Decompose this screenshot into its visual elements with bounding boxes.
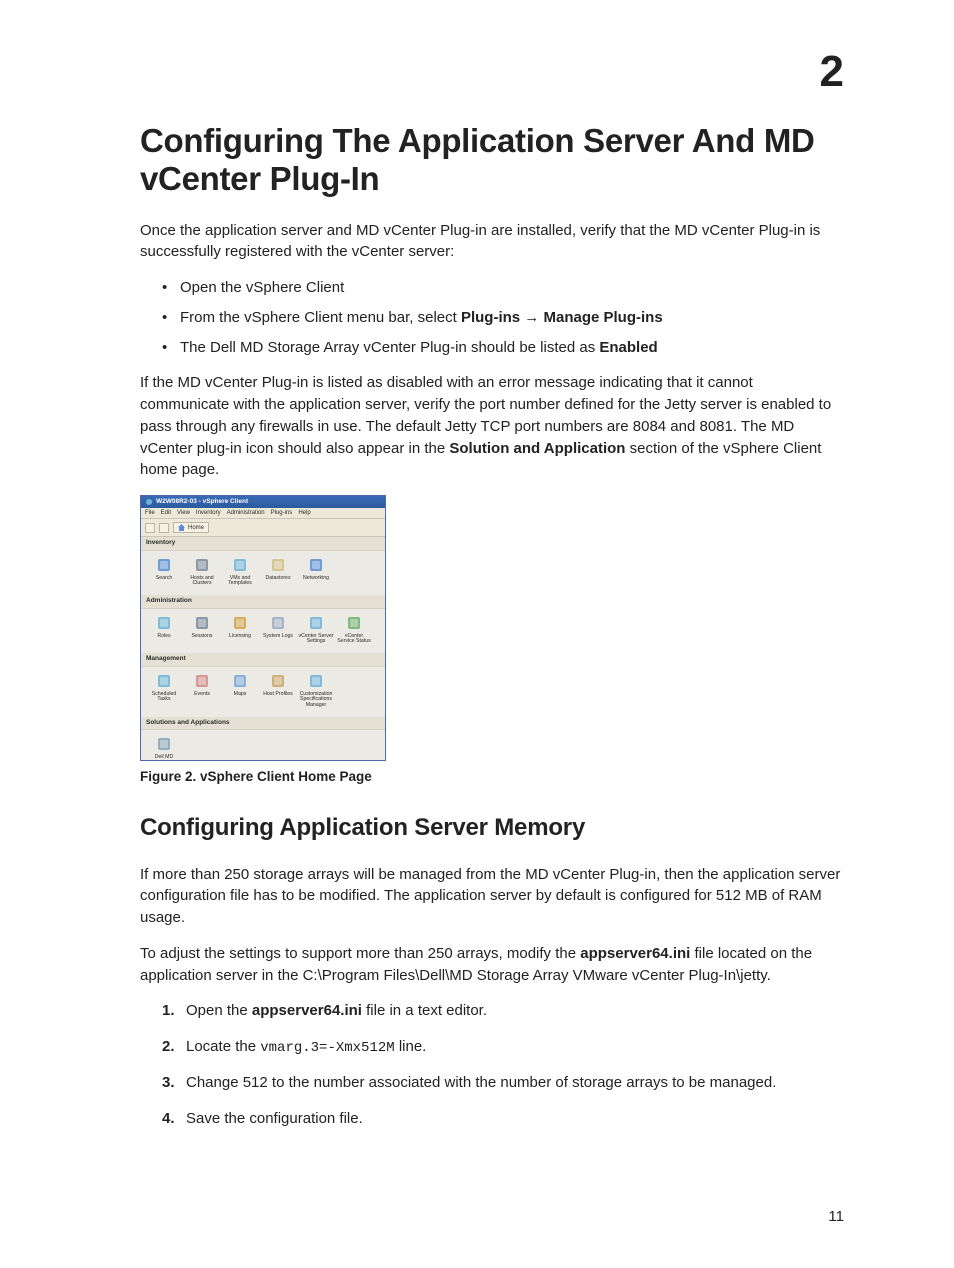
- administration-label: vCenter Server Settings: [298, 634, 334, 645]
- list-item: The Dell MD Storage Array vCenter Plug-i…: [162, 337, 844, 359]
- code-snippet: vmarg.3=-Xmx512M: [260, 1040, 394, 1056]
- administration-icon: [232, 615, 248, 631]
- inventory-item[interactable]: Networking: [298, 557, 334, 587]
- menu-help[interactable]: Help: [298, 510, 310, 516]
- inventory-item[interactable]: VMs and Templates: [222, 557, 258, 587]
- management-icon: [156, 673, 172, 689]
- management-item[interactable]: Scheduled Tasks: [146, 673, 182, 709]
- verify-steps-list: Open the vSphere Client From the vSphere…: [162, 277, 844, 358]
- toolbar: Home: [141, 519, 385, 537]
- home-breadcrumb[interactable]: Home: [173, 522, 209, 533]
- solutions-label: Dell MD Storage Array vCenter Plug-in: [146, 755, 182, 761]
- menu-bar: File Edit View Inventory Administration …: [141, 508, 385, 519]
- figure-vsphere-home: W2W08R2-03 - vSphere Client File Edit Vi…: [140, 495, 386, 787]
- administration-item[interactable]: Roles: [146, 615, 182, 645]
- section-management-header: Management: [141, 653, 385, 667]
- nav-fwd-button[interactable]: [159, 523, 169, 533]
- administration-label: Licensing: [229, 634, 251, 640]
- management-label: Events: [194, 692, 210, 698]
- window-title-text: W2W08R2-03 - vSphere Client: [156, 499, 248, 506]
- page-number: 11: [828, 1206, 844, 1228]
- section-administration-body: Roles Sessions Licensing System Logs vCenter…: [141, 609, 385, 653]
- administration-label: System Logs: [263, 634, 293, 640]
- page-title: Configuring The Application Server And M…: [140, 122, 844, 198]
- menu-plugins[interactable]: Plug-ins: [271, 510, 293, 516]
- section-management-body: Scheduled Tasks Events Maps Host Profiles Cu…: [141, 667, 385, 717]
- menu-edit[interactable]: Edit: [161, 510, 171, 516]
- management-label: Maps: [234, 692, 247, 698]
- memory-paragraph-1: If more than 250 storage arrays will be …: [140, 864, 844, 929]
- administration-icon: [270, 615, 286, 631]
- step-item: Locate the vmarg.3=-Xmx512M line.: [162, 1036, 844, 1058]
- config-steps-list: Open the appserver64.ini file in a text …: [162, 1000, 844, 1130]
- subsection-title: Configuring Application Server Memory: [140, 811, 844, 846]
- administration-item[interactable]: vCenter Server Settings: [298, 615, 334, 645]
- vsphere-window: W2W08R2-03 - vSphere Client File Edit Vi…: [140, 495, 386, 761]
- administration-label: vCenter Service Status: [336, 634, 372, 645]
- management-label: Customization Specifications Manager: [298, 692, 334, 709]
- inventory-icon: [232, 557, 248, 573]
- intro-paragraph: Once the application server and MD vCent…: [140, 220, 844, 264]
- inventory-item[interactable]: Hosts and Clusters: [184, 557, 220, 587]
- administration-icon: [194, 615, 210, 631]
- section-inventory-body: Search Hosts and ClustersVMs and Template…: [141, 551, 385, 595]
- app-icon: [145, 498, 153, 506]
- management-icon: [270, 673, 286, 689]
- inventory-label: Networking: [303, 576, 329, 582]
- administration-icon: [308, 615, 324, 631]
- inventory-icon: [270, 557, 286, 573]
- inventory-icon: [194, 557, 210, 573]
- list-item: From the vSphere Client menu bar, select…: [162, 307, 844, 329]
- administration-label: Sessions: [191, 634, 212, 640]
- management-icon: [232, 673, 248, 689]
- inventory-item[interactable]: Search: [146, 557, 182, 587]
- inventory-item[interactable]: Datastores: [260, 557, 296, 587]
- management-item[interactable]: Host Profiles: [260, 673, 296, 709]
- list-item: Open the vSphere Client: [162, 277, 844, 299]
- memory-paragraph-2: To adjust the settings to support more t…: [140, 943, 844, 987]
- management-item[interactable]: Customization Specifications Manager: [298, 673, 334, 709]
- troubleshoot-paragraph: If the MD vCenter Plug-in is listed as d…: [140, 372, 844, 481]
- menu-inventory[interactable]: Inventory: [196, 510, 221, 516]
- management-label: Host Profiles: [263, 692, 292, 698]
- inventory-icon: [308, 557, 324, 573]
- step-item: Change 512 to the number associated with…: [162, 1072, 844, 1094]
- menu-administration[interactable]: Administration: [227, 510, 265, 516]
- administration-icon: [156, 615, 172, 631]
- section-solutions-body: Dell MD Storage Array vCenter Plug-in: [141, 730, 385, 761]
- home-label: Home: [188, 525, 204, 531]
- menu-view[interactable]: View: [177, 510, 190, 516]
- management-icon: [194, 673, 210, 689]
- solutions-item[interactable]: Dell MD Storage Array vCenter Plug-in: [146, 736, 182, 761]
- inventory-icon: [156, 557, 172, 573]
- solutions-icon: [156, 736, 172, 752]
- inventory-label: Hosts and Clusters: [184, 576, 220, 587]
- management-label: Scheduled Tasks: [146, 692, 182, 703]
- figure-caption: Figure 2. vSphere Client Home Page: [140, 767, 386, 787]
- section-solutions-header: Solutions and Applications: [141, 717, 385, 731]
- administration-item[interactable]: Sessions: [184, 615, 220, 645]
- home-icon: [178, 524, 185, 531]
- step-item: Open the appserver64.ini file in a text …: [162, 1000, 844, 1022]
- administration-item[interactable]: vCenter Service Status: [336, 615, 372, 645]
- inventory-label: Datastores: [265, 576, 290, 582]
- window-title-bar: W2W08R2-03 - vSphere Client: [141, 496, 385, 508]
- menu-file[interactable]: File: [145, 510, 155, 516]
- chapter-number: 2: [140, 40, 844, 104]
- management-item[interactable]: Maps: [222, 673, 258, 709]
- inventory-label: VMs and Templates: [222, 576, 258, 587]
- nav-back-button[interactable]: [145, 523, 155, 533]
- inventory-label: Search: [156, 576, 172, 582]
- section-administration-header: Administration: [141, 595, 385, 609]
- administration-item[interactable]: System Logs: [260, 615, 296, 645]
- administration-label: Roles: [157, 634, 170, 640]
- management-icon: [308, 673, 324, 689]
- administration-icon: [346, 615, 362, 631]
- step-item: Save the configuration file.: [162, 1108, 844, 1130]
- section-inventory-header: Inventory: [141, 537, 385, 551]
- management-item[interactable]: Events: [184, 673, 220, 709]
- administration-item[interactable]: Licensing: [222, 615, 258, 645]
